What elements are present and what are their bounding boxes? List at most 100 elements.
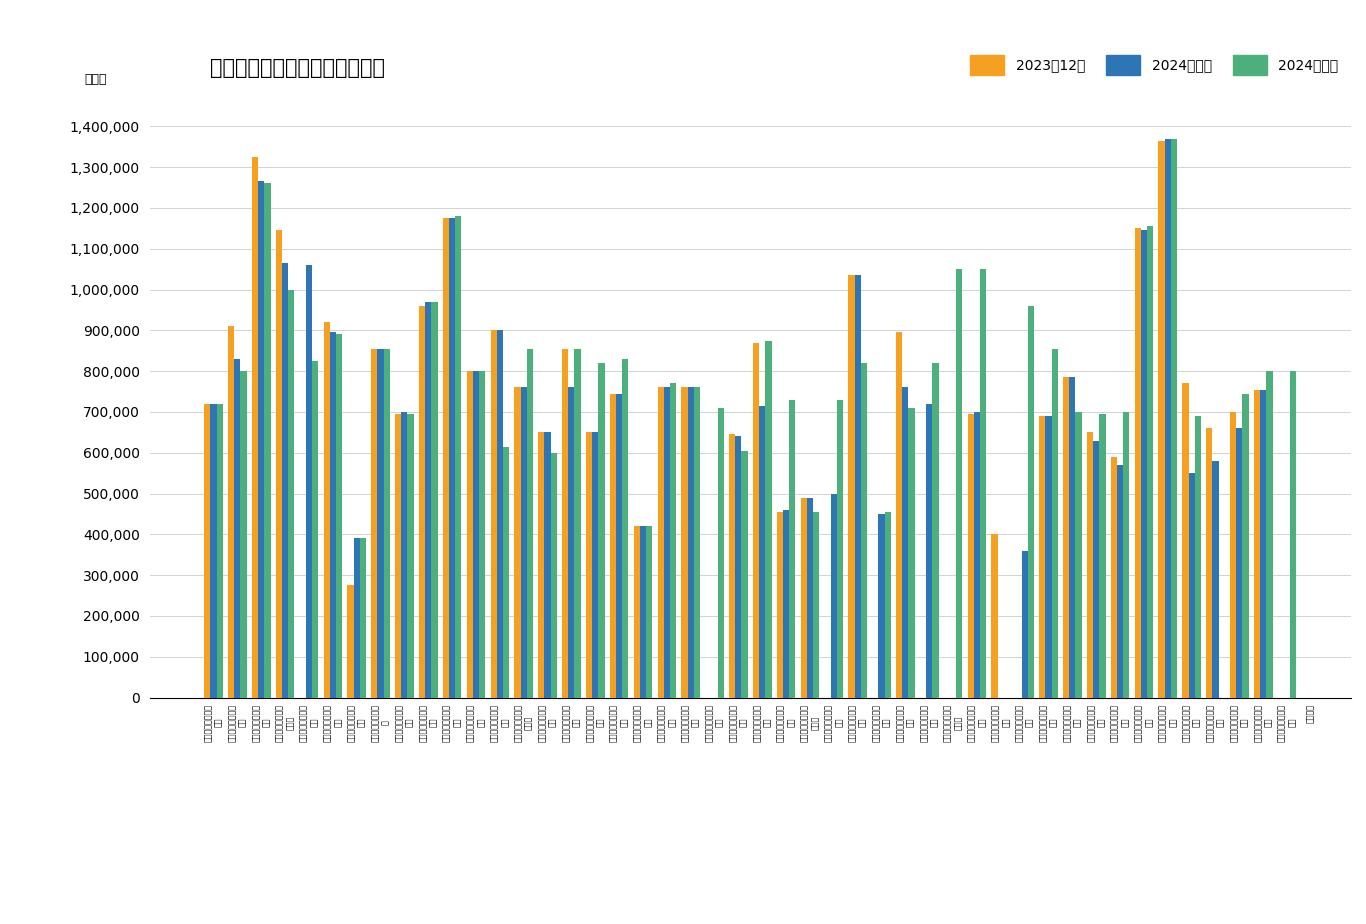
Bar [265,184,270,698]
Bar [1213,461,1218,698]
Bar [609,394,616,698]
Bar [497,331,503,698]
Bar [449,218,455,698]
Bar [479,371,485,698]
Bar [306,265,311,698]
Bar [443,218,449,698]
Bar [1123,412,1130,698]
Bar [1087,432,1093,698]
Y-axis label: （円）: （円） [85,73,107,86]
Bar [861,363,867,698]
Text: ドローンスクール
長崎: ドローンスクール 長崎 [872,704,891,742]
Bar [682,387,687,698]
Bar [831,493,837,698]
Text: ドローンスクール
大阪: ドローンスクール 大阪 [228,704,247,742]
Bar [634,526,639,698]
Text: ドローンスクール
宮城: ドローンスクール 宮城 [824,704,844,742]
Text: ドローンスクール
北海道: ドローンスクール 北海道 [514,704,533,742]
Text: ドローンスクール
良: ドローンスクール 良 [370,704,391,742]
Text: 国家資格一等　（民間資格無）: 国家資格一等 （民間資格無） [210,58,385,79]
Bar [669,383,676,698]
Text: ドローンスクール
神奈川: ドローンスクール 神奈川 [276,704,295,742]
Text: ドローンスクール
鳥取: ドローンスクール 鳥取 [1277,704,1296,742]
Bar [311,361,318,698]
Bar [467,371,473,698]
Bar [1117,465,1123,698]
Text: ドローンスクール
山口: ドローンスクール 山口 [1206,704,1225,742]
Bar [1206,429,1213,698]
Text: ドローンスクール
新潟: ドローンスクール 新潟 [251,704,270,742]
Bar [550,453,557,698]
Bar [425,302,432,698]
Bar [903,387,908,698]
Bar [251,157,258,698]
Bar [503,446,510,698]
Bar [359,539,366,698]
Text: ドローンスクール
福島: ドローンスクール 福島 [1158,704,1177,742]
Bar [848,275,855,698]
Bar [1100,414,1105,698]
Bar [1195,416,1201,698]
Text: ドローンスクール
岐阜: ドローンスクール 岐阜 [418,704,438,742]
Text: ドローンスクール
石川: ドローンスクール 石川 [1229,704,1249,742]
Text: ドローンスクール
広島: ドローンスクール 広島 [586,704,605,742]
Bar [407,414,414,698]
Text: ドローンスクール
静岡: ドローンスクール 静岡 [490,704,510,742]
Bar [837,400,843,698]
Text: ドローンスクール
熊本: ドローンスクール 熊本 [705,704,724,742]
Bar [664,387,669,698]
Text: ドローンスクール
長野: ドローンスクール 長野 [1134,704,1154,742]
Bar [956,269,963,698]
Bar [324,322,329,698]
Bar [765,341,772,698]
Bar [228,326,235,698]
Bar [783,510,790,698]
Bar [1171,139,1177,698]
Bar [800,498,807,698]
Bar [210,404,217,698]
Bar [1070,377,1075,698]
Bar [759,406,765,698]
Bar [979,269,986,698]
Bar [515,387,520,698]
Text: ドローンスクール
愛媛: ドローンスクール 愛媛 [1038,704,1059,742]
Bar [1093,441,1100,698]
Bar [1259,390,1266,698]
Bar [639,526,646,698]
Bar [520,387,527,698]
Bar [813,512,820,698]
Text: ドローンスクール
秋田: ドローンスクール 秋田 [1111,704,1130,742]
Bar [347,586,354,698]
Bar [616,394,622,698]
Bar [288,289,295,698]
Text: ドローンスクール
高知: ドローンスクール 高知 [1254,704,1273,742]
Bar [586,432,591,698]
Text: ドローンスクール
埼玉: ドローンスクール 埼玉 [324,704,343,742]
Bar [687,387,694,698]
Text: 全国平均: 全国平均 [1306,704,1315,723]
Bar [598,363,605,698]
Bar [217,404,223,698]
Bar [992,534,997,698]
Bar [1135,228,1141,698]
Text: ドローンスクール
愛知: ドローンスクール 愛知 [443,704,462,742]
Text: ドローンスクール
三重: ドローンスクール 三重 [728,704,749,742]
Bar [896,333,903,698]
Bar [473,371,479,698]
Bar [568,387,575,698]
Bar [753,343,759,698]
Bar [885,512,891,698]
Bar [258,181,265,698]
Bar [717,407,724,698]
Text: ドローンスクール
山形: ドローンスクール 山形 [992,704,1011,742]
Bar [276,230,281,698]
Bar [395,414,402,698]
Text: ドローンスクール
英城: ドローンスクール 英城 [466,704,486,742]
Legend: 2023年12月, 2024年３月, 2024年８月: 2023年12月, 2024年３月, 2024年８月 [964,50,1344,80]
Text: ドローンスクール
岩手: ドローンスクール 岩手 [682,704,701,742]
Bar [1183,383,1188,698]
Bar [657,387,664,698]
Bar [622,359,628,698]
Text: ドローンスクール
福田: ドローンスクール 福田 [1086,704,1106,742]
Bar [1040,416,1045,698]
